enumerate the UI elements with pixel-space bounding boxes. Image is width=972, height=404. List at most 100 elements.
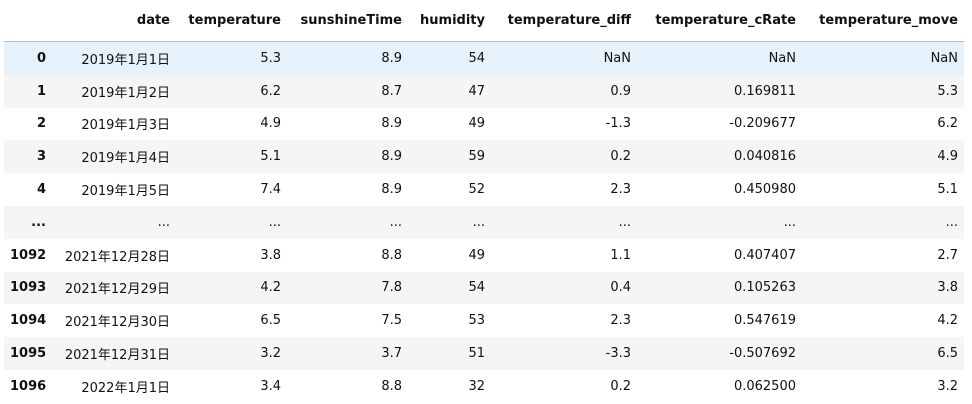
cell: 1.1: [610, 247, 631, 263]
row: 1092 2021年12月28日 3.8 8.8 49 1.1 0.407407 2.7: [4, 239, 964, 272]
cell: 0.062500: [733, 378, 796, 394]
row-index: 1095: [10, 346, 47, 362]
header-row: date temperature sunshineTime humidity tempe…: [4, 0, 964, 42]
cell: 8.7: [381, 83, 402, 99]
row-index: 1: [36, 83, 46, 99]
cell: 8.9: [381, 149, 402, 165]
row: 1094 2021年12月30日 6.5 7.5 53 2.3 0.547619 4.2: [4, 304, 964, 337]
column-header: temperature: [176, 0, 287, 42]
cell: 8.9: [381, 182, 402, 198]
cell: 0.040816: [733, 149, 796, 165]
cell: 3.2: [260, 346, 281, 362]
cell: 49: [468, 247, 485, 263]
row: 4 2019年1月5日 7.4 8.9 52 2.3 0.450980 5.1: [4, 173, 964, 206]
cell: 7.5: [381, 313, 402, 329]
row: 0 2019年1月1日 5.3 8.9 54 NaN NaN NaN: [4, 41, 964, 75]
cell: NaN: [603, 50, 631, 66]
cell: 52: [468, 182, 485, 198]
row-index: 3: [36, 149, 46, 165]
row-index: 0: [36, 50, 46, 66]
column-header: temperature_move: [802, 0, 964, 42]
cell: 0.407407: [733, 247, 796, 263]
cell: 4.2: [260, 280, 281, 296]
cell: ...: [389, 214, 402, 230]
cell: 4.9: [260, 116, 281, 132]
cell: 8.9: [381, 50, 402, 66]
column-header: temperature_diff: [491, 0, 637, 42]
cell: 6.5: [260, 313, 281, 329]
column-header: humidity: [408, 0, 491, 42]
cell: 2019年1月4日: [81, 151, 170, 167]
cell: ...: [945, 214, 958, 230]
row: 1095 2021年12月31日 3.2 3.7 51 -3.3 -0.507692 6.5: [4, 337, 964, 370]
row-index: 1094: [10, 313, 47, 329]
cell: 2021年12月31日: [64, 348, 170, 364]
cell: ...: [618, 214, 631, 230]
cell: 5.3: [260, 50, 281, 66]
row: 1093 2021年12月29日 4.2 7.8 54 0.4 0.105263 3.8: [4, 271, 964, 305]
row-index: 2: [36, 116, 46, 132]
cell: 8.9: [381, 116, 402, 132]
cell: 2021年12月28日: [64, 249, 170, 265]
cell: 2.7: [937, 247, 958, 263]
dataframe: date temperature sunshineTime humidity tempe…: [4, 0, 964, 403]
cell: 2.3: [610, 182, 631, 198]
row-index: 1096: [10, 378, 47, 394]
cell: ...: [157, 214, 170, 230]
cell: 3.7: [381, 346, 402, 362]
row: 3 2019年1月4日 5.1 8.9 59 0.2 0.040816 4.9: [4, 140, 964, 174]
cell: 8.8: [381, 378, 402, 394]
cell: 32: [468, 378, 485, 394]
cell: 8.8: [381, 247, 402, 263]
cell: 0.2: [610, 149, 631, 165]
cell: 47: [468, 83, 485, 99]
cell: 54: [468, 280, 485, 296]
cell: ...: [783, 214, 796, 230]
cell: 51: [468, 346, 485, 362]
cell: 7.8: [381, 280, 402, 296]
cell: 5.3: [937, 83, 958, 99]
cell: 2019年1月5日: [81, 184, 170, 200]
cell: 6.2: [260, 83, 281, 99]
cell: NaN: [930, 50, 958, 66]
row: 2 2019年1月3日 4.9 8.9 49 -1.3 -0.209677 6.2: [4, 108, 964, 141]
cell: -3.3: [605, 346, 631, 362]
cell: 2022年1月1日: [81, 380, 170, 396]
row-index: 1092: [10, 247, 47, 263]
cell: 54: [468, 50, 485, 66]
cell: 59: [468, 149, 485, 165]
cell: 2.3: [610, 313, 631, 329]
cell: 0.2: [610, 378, 631, 394]
column-header: sunshineTime: [287, 0, 408, 42]
table-body: 0 2019年1月1日 5.3 8.9 54 NaN NaN NaN 1 2019年1月2日 6.2…: [4, 41, 964, 403]
cell: ...: [472, 214, 485, 230]
cell: 0.450980: [733, 182, 796, 198]
cell: 49: [468, 116, 485, 132]
cell: 3.8: [260, 247, 281, 263]
cell: 0.169811: [733, 83, 796, 99]
row: ........................: [4, 205, 964, 239]
cell: 6.5: [937, 346, 958, 362]
cell: 3.2: [937, 378, 958, 394]
cell: 0.105263: [733, 280, 796, 296]
cell: 2019年1月2日: [81, 85, 170, 101]
cell: 2019年1月3日: [81, 118, 170, 134]
cell: ...: [268, 214, 281, 230]
cell: 7.4: [260, 182, 281, 198]
cell: 4.2: [937, 313, 958, 329]
cell: 3.8: [937, 280, 958, 296]
cell: NaN: [768, 50, 796, 66]
cell: 6.2: [937, 116, 958, 132]
row: 1 2019年1月2日 6.2 8.7 47 0.9 0.169811 5.3: [4, 74, 964, 108]
cell: 0.9: [610, 83, 631, 99]
cell: -0.507692: [729, 346, 796, 362]
column-header: date: [52, 0, 176, 42]
cell: -0.209677: [729, 116, 796, 132]
row: 1096 2022年1月1日 3.4 8.8 32 0.2 0.062500 3.2: [4, 370, 964, 403]
cell: 2019年1月1日: [81, 52, 170, 68]
index-header: [4, 0, 52, 42]
column-header: temperature_cRate: [637, 0, 802, 42]
cell: 2021年12月30日: [64, 315, 170, 331]
cell: 2021年12月29日: [64, 282, 170, 298]
